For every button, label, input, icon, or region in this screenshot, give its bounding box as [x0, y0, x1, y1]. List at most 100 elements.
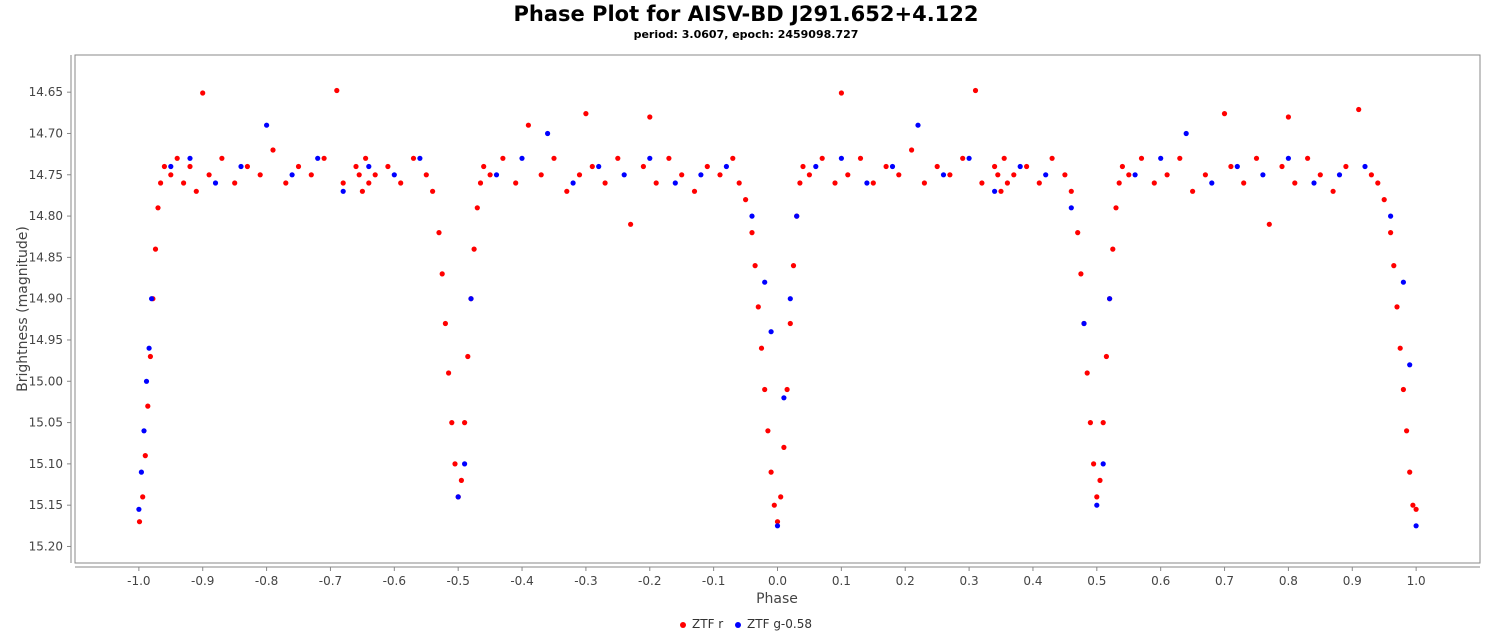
point-ztf-r — [353, 163, 359, 170]
point-ztf-r — [1078, 271, 1084, 277]
point-ztf-r — [806, 172, 813, 178]
point-ztf-g — [168, 163, 174, 170]
point-ztf-g — [915, 122, 921, 128]
point-ztf-r — [525, 122, 532, 128]
point-ztf-r — [704, 163, 710, 170]
point-ztf-g — [813, 163, 819, 170]
point-ztf-r — [1285, 114, 1291, 120]
point-ztf-r — [1202, 172, 1208, 178]
point-ztf-r — [1394, 304, 1400, 310]
y-tick-label: 15.05 — [29, 416, 63, 430]
point-ztf-g — [545, 130, 551, 137]
point-ztf-g — [698, 172, 704, 178]
point-ztf-g — [838, 155, 845, 161]
point-ztf-r — [1036, 180, 1042, 186]
point-ztf-r — [832, 180, 838, 186]
point-ztf-g — [417, 155, 423, 161]
point-ztf-r — [155, 205, 161, 211]
point-ztf-r — [1279, 163, 1285, 170]
point-ztf-r — [398, 180, 404, 186]
y-axis: 14.65 14.70 14.75 14.80 14.85 14.90 14.95 15.00… — [29, 55, 72, 563]
y-tick-label: 14.75 — [29, 168, 63, 182]
point-ztf-r — [921, 180, 928, 186]
point-ztf-g — [141, 428, 147, 434]
point-ztf-g — [1183, 130, 1189, 137]
point-ztf-r — [730, 155, 736, 161]
x-axis: -1.0 -0.9 -0.8 -0.7 -0.6 -0.5 -0.4 -0.3 -0.2 -0.1… — [75, 566, 1480, 588]
point-ztf-r — [691, 188, 698, 194]
point-ztf-r — [161, 163, 167, 170]
point-ztf-g — [621, 172, 627, 178]
x-tick-label: 1.0 — [1407, 574, 1426, 588]
point-ztf-r — [430, 188, 436, 194]
y-tick-label: 15.10 — [29, 457, 63, 471]
y-axis-label: Brightness (magnitude) — [15, 226, 31, 392]
x-tick-label: 0.7 — [1215, 574, 1234, 588]
point-ztf-r — [1253, 155, 1260, 161]
point-ztf-r — [1100, 420, 1106, 426]
point-ztf-r — [1317, 172, 1323, 178]
point-ztf-g — [146, 345, 152, 351]
point-ztf-r — [896, 172, 902, 178]
point-ztf-g — [238, 163, 244, 170]
point-ztf-g — [1407, 362, 1413, 368]
point-ztf-r — [628, 221, 634, 227]
y-tick-label: 15.00 — [29, 374, 63, 388]
point-ztf-g — [1388, 213, 1394, 219]
point-ztf-r — [1062, 172, 1068, 178]
point-ztf-r — [768, 469, 774, 475]
legend-label-g: ZTF g-0.58 — [747, 617, 812, 631]
point-ztf-r — [257, 172, 263, 178]
point-ztf-r — [1397, 345, 1403, 351]
point-ztf-r — [442, 320, 448, 327]
point-ztf-r — [1330, 188, 1336, 194]
point-ztf-r — [436, 230, 442, 236]
point-ztf-r — [1375, 180, 1381, 186]
point-ztf-r — [797, 180, 803, 186]
point-ztf-g — [138, 469, 144, 475]
point-ztf-r — [152, 246, 159, 252]
point-ztf-r — [765, 428, 771, 434]
point-ztf-r — [771, 502, 777, 508]
point-ztf-g — [1362, 163, 1368, 170]
point-ztf-r — [1241, 180, 1247, 186]
x-tick-label: -0.6 — [383, 574, 406, 588]
point-ztf-r — [679, 172, 685, 178]
point-ztf-r — [270, 147, 276, 153]
point-ztf-r — [449, 420, 455, 426]
point-ztf-g — [768, 329, 774, 335]
x-tick-label: -0.5 — [446, 574, 469, 588]
point-ztf-r — [1407, 469, 1413, 475]
point-ztf-r — [1068, 188, 1074, 194]
x-tick-label: -0.1 — [702, 574, 725, 588]
point-ztf-r — [909, 147, 915, 153]
legend: ZTF r ZTF g-0.58 — [0, 617, 1492, 631]
point-ztf-r — [995, 172, 1001, 178]
point-ztf-r — [1087, 420, 1093, 426]
chart-title: Phase Plot for AISV-BD J291.652+4.122 — [513, 2, 979, 26]
plot-area — [74, 54, 1481, 564]
point-ztf-r — [774, 519, 781, 525]
point-ztf-g — [519, 155, 525, 161]
y-tick-label: 14.65 — [29, 85, 63, 99]
point-ztf-g — [992, 188, 998, 194]
point-ztf-r — [200, 90, 206, 96]
point-ztf-r — [749, 230, 755, 236]
point-ztf-r — [564, 188, 570, 194]
point-ztf-r — [845, 172, 851, 178]
point-ztf-g — [493, 172, 500, 178]
point-ztf-r — [465, 353, 471, 360]
point-ztf-r — [947, 172, 953, 178]
point-ztf-r — [717, 172, 723, 178]
point-ztf-g — [1107, 296, 1113, 302]
x-tick-label: 0.2 — [896, 574, 915, 588]
point-ztf-r — [308, 172, 314, 178]
y-tick-label: 15.15 — [29, 498, 63, 512]
point-ztf-r — [334, 87, 340, 94]
point-ztf-r — [1400, 386, 1406, 393]
points-layer — [136, 87, 1419, 529]
x-tick-label: 0.1 — [832, 574, 851, 588]
point-ztf-g — [889, 163, 896, 170]
point-ztf-r — [193, 188, 199, 194]
point-ztf-g — [340, 188, 346, 194]
